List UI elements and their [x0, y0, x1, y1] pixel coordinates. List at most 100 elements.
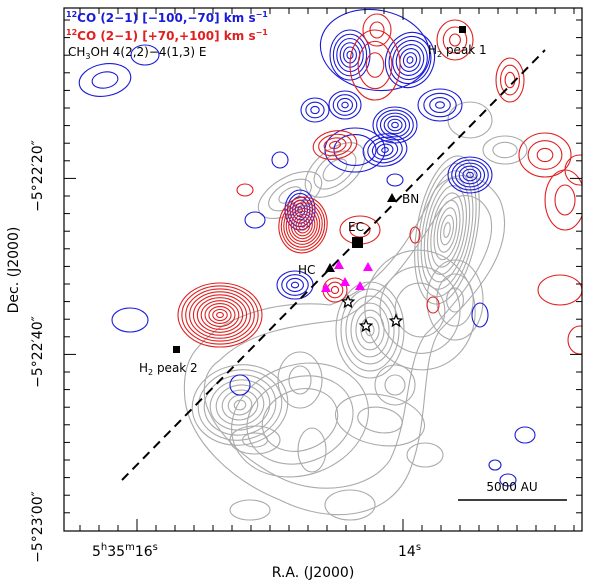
- red-co-contour-16-level: [236, 183, 254, 197]
- blue-co-contour-16: [499, 473, 517, 487]
- blue-co-contour-6: [300, 97, 330, 123]
- blue-co-contour-4-level: [435, 101, 445, 109]
- blue-co-contour-4-level: [429, 96, 451, 114]
- blue-co-contour-15-level: [471, 302, 489, 328]
- blue-co-contour-21-level: [386, 173, 404, 187]
- red-co-contour-5-level: [369, 21, 385, 39]
- blue-co-contour-17-level: [488, 459, 502, 471]
- blue-co-contour-7-level: [454, 162, 486, 188]
- methanol-contour-10: [374, 364, 416, 406]
- methanol-contour-11: [277, 351, 323, 409]
- red-co-contour-6-level: [449, 33, 461, 47]
- red-co-contour-4-level: [357, 40, 393, 90]
- methanol-contour-0-level: [197, 369, 283, 441]
- blue-co-contour-9-level: [286, 277, 304, 293]
- red-co-contour-0: [177, 282, 263, 348]
- methanol-contour-3-level: [364, 249, 476, 371]
- red-co-contour-1-level: [283, 202, 323, 248]
- blue-co-contour-11: [78, 63, 132, 97]
- red-co-contour-4-level: [349, 29, 401, 101]
- label-h2-peak-2: H2 peak 2: [139, 361, 198, 377]
- red-co-contour-9-level: [544, 169, 582, 231]
- blue-co-contour-3-level: [362, 133, 408, 167]
- methanol-contour-2: [335, 281, 405, 379]
- label-h2-peak-1: H2 peak 1: [428, 43, 487, 59]
- bn-triangle: [387, 193, 397, 202]
- methanol-contour-5-level: [436, 273, 474, 327]
- h2-peak-1-square: [459, 26, 466, 33]
- blue-co-contour-7-level: [451, 159, 489, 191]
- methanol-contour-0-level: [203, 374, 277, 436]
- blue-co-contour-22-level: [130, 44, 160, 66]
- blue-co-contour-10: [324, 127, 386, 173]
- red-co-contour-9: [544, 169, 582, 231]
- methanol-contour-13-level: [229, 499, 271, 521]
- magenta-triangle-4: [321, 283, 331, 292]
- methanol-contour-4-level: [420, 170, 474, 290]
- methanol-contour-0-level: [191, 364, 289, 446]
- red-co-contour-7-level: [504, 71, 516, 89]
- red-co-contour-6: [436, 19, 474, 61]
- magenta-triangle-2: [340, 277, 350, 286]
- red-co-contour-9-level: [554, 184, 576, 216]
- plot-frame: [63, 7, 583, 532]
- blue-co-contour-1-level: [395, 44, 425, 76]
- red-co-contour-6-level: [442, 26, 468, 54]
- red-co-contour-2-level: [318, 133, 352, 157]
- marker-layer: [121, 26, 546, 481]
- red-co-contour-1-level: [278, 196, 328, 254]
- red-co-contour-10-level: [564, 154, 582, 186]
- methanol-contour-4-level: [433, 199, 461, 261]
- blue-co-contour-1-level: [388, 35, 432, 85]
- blue-co-contour-1: [384, 31, 436, 89]
- blue-co-contour-18: [514, 426, 536, 444]
- methanol-contour-4-level: [430, 192, 464, 268]
- methanol-contour-10-level: [384, 374, 406, 396]
- methanol-contour-5-level: [426, 259, 484, 341]
- red-co-contour-1-level: [293, 213, 313, 237]
- red-co-contour-8: [518, 132, 572, 178]
- red-co-contour-1: [278, 196, 328, 254]
- y-tick-label-60: −5°23′00″: [30, 491, 46, 563]
- blue-co-contour-3-level: [371, 140, 399, 160]
- blue-co-contour-7-level: [458, 165, 482, 185]
- blue-co-contour-8-level: [286, 192, 313, 228]
- methanol-contour-4-level: [443, 222, 451, 238]
- methanol-contour-14-level: [482, 135, 528, 165]
- methanol-contour-10-level: [374, 364, 416, 406]
- methanol-contour-8-level: [241, 432, 269, 448]
- methanol-contour-8: [229, 425, 281, 455]
- red-co-contour-0-level: [212, 308, 228, 322]
- contour-layer: [78, 8, 582, 521]
- label-hc: HC: [298, 263, 315, 277]
- red-co-contour-0-level: [177, 282, 263, 348]
- red-co-contour-0-level: [196, 297, 244, 333]
- legend-blue-co: 12CO (2−1) [−100,−70] km s−1: [66, 10, 268, 25]
- blue-co-contour-1-level: [406, 56, 414, 64]
- tick-marks: [64, 8, 582, 531]
- red-co-contour-0-level: [216, 311, 224, 319]
- blue-co-contour-7-level: [447, 156, 493, 194]
- methanol-contour-2-level: [340, 288, 400, 372]
- blue-co-contour-2-level: [391, 121, 399, 129]
- blue-co-contour-1-level: [402, 52, 418, 68]
- methanol-outer-contour: [183, 175, 506, 516]
- red-co-contour-1-level: [285, 205, 321, 245]
- red-co-contour-2-level: [323, 137, 347, 153]
- methanol-contour-12-level: [324, 489, 376, 521]
- blue-co-contour-12-level: [111, 307, 149, 333]
- blue-co-contour-6-level: [300, 97, 330, 123]
- methanol-contour-0-level: [215, 384, 265, 426]
- methanol-inner-contour: [203, 195, 492, 489]
- methanol-contour-1: [231, 362, 369, 478]
- red-co-contour-4-level: [365, 52, 385, 78]
- red-co-contour-1-level: [295, 216, 311, 234]
- methanol-contour-1-level: [261, 388, 339, 452]
- red-co-contour-2: [312, 130, 358, 160]
- blue-co-contour-4-level: [417, 88, 463, 122]
- methanol-contour-15: [447, 101, 493, 139]
- red-co-contour-5-level: [362, 13, 392, 47]
- methanol-contour-0-level: [221, 389, 259, 421]
- methanol-contour-1-level: [231, 362, 369, 478]
- blue-co-contour-1-level: [384, 31, 436, 89]
